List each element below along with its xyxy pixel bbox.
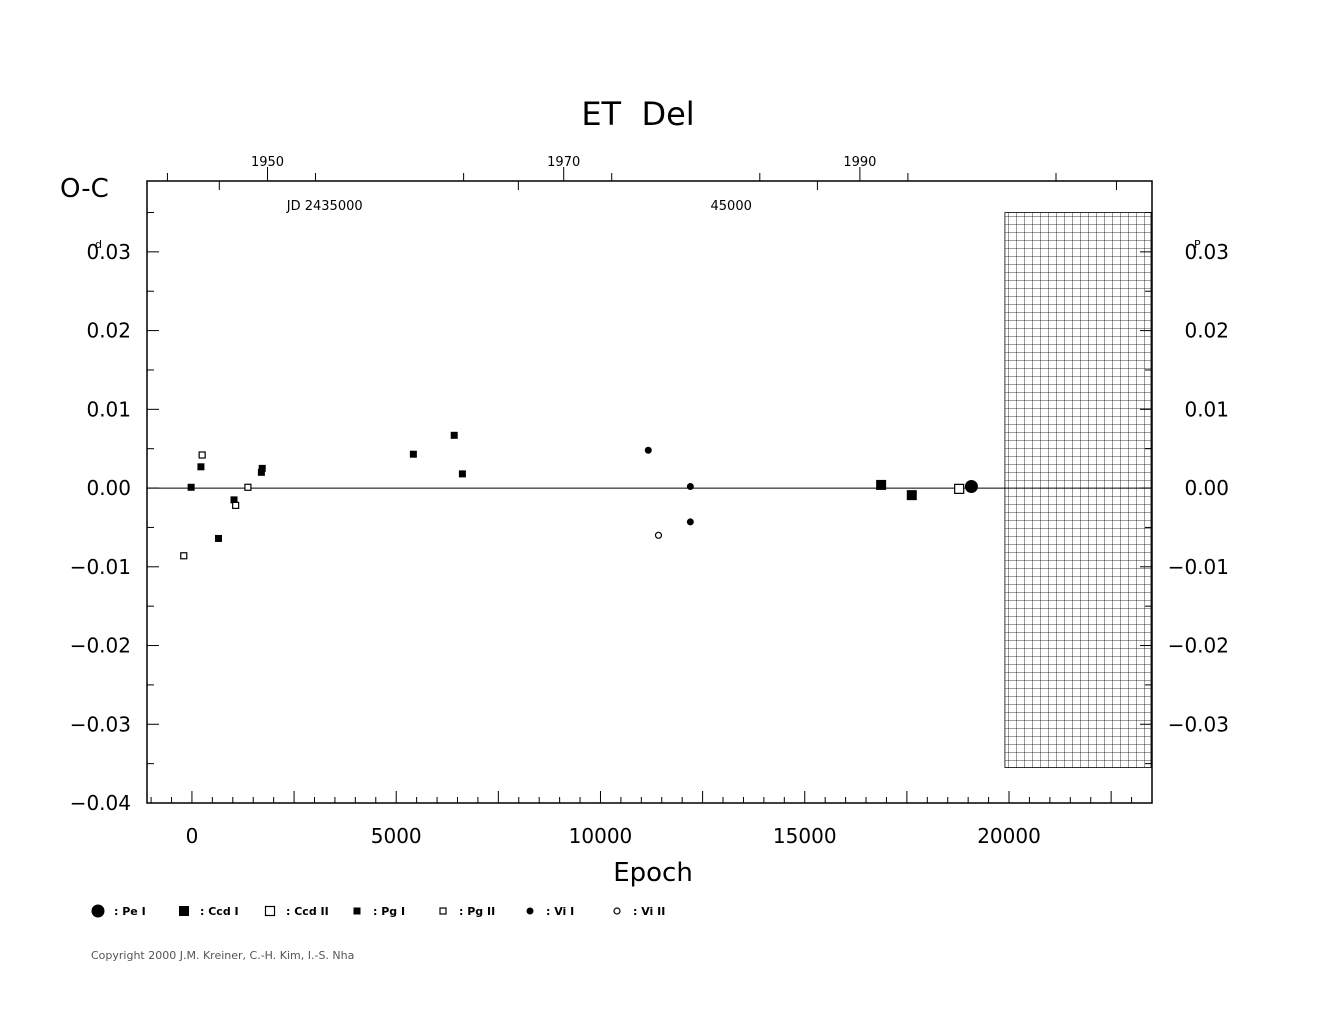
- point-small-open-square: [180, 552, 188, 560]
- year-tick-label: 1990: [843, 155, 876, 170]
- point-filled-square: [876, 479, 887, 490]
- point-filled-square: [906, 490, 917, 501]
- right-y-tick-label: 0.01: [1184, 397, 1229, 421]
- copyright-text: Copyright 2000 J.M. Kreiner, C.-H. Kim, …: [91, 949, 355, 962]
- legend-label: : Vi II: [633, 905, 665, 918]
- chart-title: ET Del: [581, 95, 694, 133]
- legend-marker: [439, 907, 447, 915]
- point-small-filled-square: [197, 463, 205, 471]
- x-tick-label: 0: [186, 824, 199, 848]
- right-y-tick-label: −0.03: [1168, 712, 1229, 736]
- point-small-filled-square: [450, 431, 458, 439]
- right-y-tick-label: 0.02: [1184, 319, 1229, 343]
- point-small-filled-square: [409, 450, 417, 458]
- y-tick-label: 0.00: [86, 476, 131, 500]
- legend-label: : Pg II: [459, 905, 495, 918]
- data-points: [180, 431, 978, 560]
- y-tick-label: −0.01: [70, 555, 131, 579]
- x-tick-label: 20000: [977, 824, 1041, 848]
- point-small-open-square: [244, 483, 252, 491]
- y-unit-left: d: [95, 238, 102, 251]
- legend-label: : Pe I: [114, 905, 146, 918]
- year-tick-label: 1970: [547, 155, 580, 170]
- y-tick-label: −0.03: [70, 712, 131, 736]
- legend-marker: [91, 904, 105, 918]
- legend-label: : Pg I: [373, 905, 405, 918]
- y-tick-label: −0.02: [70, 634, 131, 658]
- point-small-filled-square: [230, 496, 238, 504]
- y-tick-label: 0.01: [86, 397, 131, 421]
- point-small-filled-circle: [644, 446, 652, 454]
- x-tick-label: 10000: [569, 824, 633, 848]
- legend: : Pe I : Ccd I : Ccd II : Pg I : Pg II : Vi I…: [91, 904, 665, 918]
- plot-frame: [146, 180, 1153, 804]
- right-y-tick-label: 0.00: [1184, 476, 1229, 500]
- y-unit-right: P: [1194, 238, 1201, 251]
- right-y-tick-label: −0.01: [1168, 555, 1229, 579]
- legend-label: : Ccd II: [286, 905, 329, 918]
- point-small-open-circle: [654, 531, 663, 539]
- point-small-filled-square: [258, 464, 266, 472]
- point-small-filled-circle: [686, 482, 694, 490]
- x-axis-label: Epoch: [613, 858, 693, 888]
- point-open-square: [954, 483, 965, 494]
- point-small-open-square: [198, 451, 206, 459]
- y-tick-label: −0.04: [70, 791, 131, 815]
- point-small-open-square: [232, 501, 240, 509]
- hatched-box: [1004, 212, 1152, 768]
- x-tick-label: 15000: [773, 824, 837, 848]
- point-big-filled-circle: [964, 479, 978, 493]
- jd-label: JD 2435000: [286, 199, 363, 214]
- x-tick-label: 5000: [371, 824, 422, 848]
- right-y-tick-label: 0.03: [1184, 240, 1229, 264]
- point-small-filled-square: [187, 483, 195, 491]
- legend-marker: [613, 907, 621, 915]
- point-small-filled-square: [257, 468, 265, 476]
- right-y-tick-label: −0.02: [1168, 634, 1229, 658]
- point-small-filled-square: [458, 470, 466, 478]
- legend-label: : Vi I: [546, 905, 574, 918]
- legend-label: : Ccd I: [200, 905, 239, 918]
- y-tick-label: 0.03: [86, 240, 131, 264]
- axes: 0 5000 10000 15000 20000 −0.04 −0.03 −0.02 −0.01…: [70, 155, 1229, 848]
- legend-marker: [526, 907, 534, 915]
- legend-marker: [353, 907, 361, 915]
- point-small-filled-circle: [686, 518, 694, 526]
- legend-marker: [264, 905, 276, 917]
- year-tick-label: 1950: [251, 155, 284, 170]
- y-tick-label: 0.02: [86, 319, 131, 343]
- jd-label: 45000: [711, 199, 752, 214]
- hatched-region: [1004, 212, 1152, 768]
- y-axis-label: O-C: [60, 174, 109, 204]
- legend-marker: [179, 906, 189, 916]
- point-small-filled-square: [214, 534, 222, 542]
